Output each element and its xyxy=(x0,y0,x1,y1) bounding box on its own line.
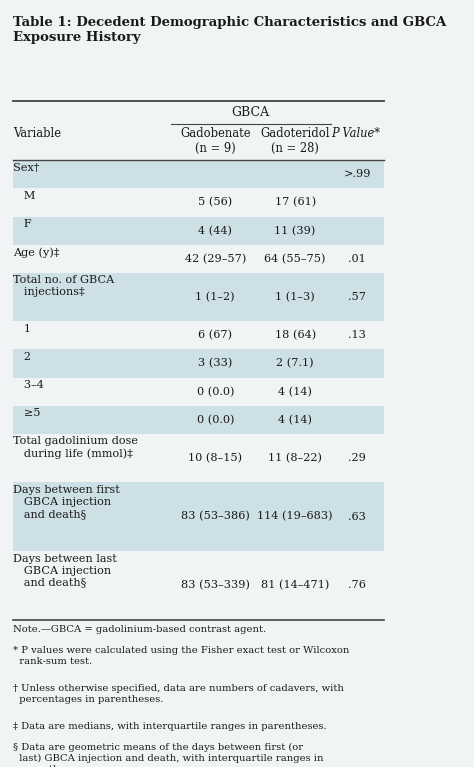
Text: .01: .01 xyxy=(348,254,366,264)
Text: Variable: Variable xyxy=(13,127,61,140)
Text: Total no. of GBCA
   injections‡: Total no. of GBCA injections‡ xyxy=(13,275,114,298)
Text: 17 (61): 17 (61) xyxy=(274,197,316,208)
Text: Total gadolinium dose
   during life (mmol)‡: Total gadolinium dose during life (mmol)… xyxy=(13,436,138,459)
Text: ​P​ Value*: ​P​ Value* xyxy=(331,127,380,140)
Text: 83 (53–386): 83 (53–386) xyxy=(181,512,250,522)
Text: >.99: >.99 xyxy=(344,170,371,179)
Bar xyxy=(13,482,384,551)
Bar xyxy=(13,406,384,434)
Text: 3–4: 3–4 xyxy=(13,380,44,390)
Text: 83 (53–339): 83 (53–339) xyxy=(181,580,250,591)
Text: 5 (56): 5 (56) xyxy=(198,197,232,208)
Text: 18 (64): 18 (64) xyxy=(274,331,316,341)
Text: .57: .57 xyxy=(348,292,366,302)
Text: 81 (14–471): 81 (14–471) xyxy=(261,580,329,591)
Text: * P values were calculated using the Fisher exact test or Wilcoxon
  rank-sum te: * P values were calculated using the Fis… xyxy=(13,646,350,666)
Text: 42 (29–57): 42 (29–57) xyxy=(184,254,246,264)
Text: GBCA: GBCA xyxy=(232,106,270,119)
Text: 6 (67): 6 (67) xyxy=(198,331,232,341)
Text: Gadoteridol
(n = 28): Gadoteridol (n = 28) xyxy=(260,127,330,155)
Text: Age (y)‡: Age (y)‡ xyxy=(13,248,60,258)
Text: ‡ Data are medians, with interquartile ranges in parentheses.: ‡ Data are medians, with interquartile r… xyxy=(13,722,327,731)
Text: 4 (14): 4 (14) xyxy=(278,415,312,425)
Text: 1: 1 xyxy=(13,324,31,334)
Text: Days between last
   GBCA injection
   and death§: Days between last GBCA injection and dea… xyxy=(13,554,117,588)
Text: .29: .29 xyxy=(348,453,366,463)
Text: Days between first
   GBCA injection
   and death§: Days between first GBCA injection and de… xyxy=(13,485,120,518)
Text: .76: .76 xyxy=(348,581,366,591)
Text: 0 (0.0): 0 (0.0) xyxy=(197,387,234,397)
Text: 3 (33): 3 (33) xyxy=(198,358,232,369)
Text: § Data are geometric means of the days between first (or
  last) GBCA injection : § Data are geometric means of the days b… xyxy=(13,742,324,767)
Text: Table 1: Decedent Demographic Characteristics and GBCA
Exposure History: Table 1: Decedent Demographic Characteri… xyxy=(13,16,447,44)
Text: 114 (19–683): 114 (19–683) xyxy=(257,512,333,522)
Bar xyxy=(13,273,384,321)
Text: Note.—GBCA = gadolinium-based contrast agent.: Note.—GBCA = gadolinium-based contrast a… xyxy=(13,625,266,634)
Text: 2 (7.1): 2 (7.1) xyxy=(276,358,314,369)
Text: ≥5: ≥5 xyxy=(13,408,41,418)
Text: 11 (8–22): 11 (8–22) xyxy=(268,453,322,463)
Text: 2: 2 xyxy=(13,352,31,362)
Text: † Unless otherwise specified, data are numbers of cadavers, with
  percentages i: † Unless otherwise specified, data are n… xyxy=(13,683,344,704)
Text: .13: .13 xyxy=(348,331,366,341)
Bar xyxy=(13,350,384,377)
Text: 64 (55–75): 64 (55–75) xyxy=(264,254,326,264)
Text: 4 (14): 4 (14) xyxy=(278,387,312,397)
Text: 0 (0.0): 0 (0.0) xyxy=(197,415,234,425)
Text: Gadobenate
(n = 9): Gadobenate (n = 9) xyxy=(180,127,251,155)
Text: 11 (39): 11 (39) xyxy=(274,225,316,235)
Text: 10 (8–15): 10 (8–15) xyxy=(188,453,242,463)
Bar xyxy=(13,216,384,245)
Text: 1 (1–2): 1 (1–2) xyxy=(195,292,235,302)
Text: F: F xyxy=(13,219,32,229)
Text: M: M xyxy=(13,191,36,201)
Bar xyxy=(13,160,384,189)
Text: 4 (44): 4 (44) xyxy=(198,225,232,235)
Text: .63: .63 xyxy=(348,512,366,522)
Text: 1 (1–3): 1 (1–3) xyxy=(275,292,315,302)
Text: Sex†: Sex† xyxy=(13,163,40,173)
